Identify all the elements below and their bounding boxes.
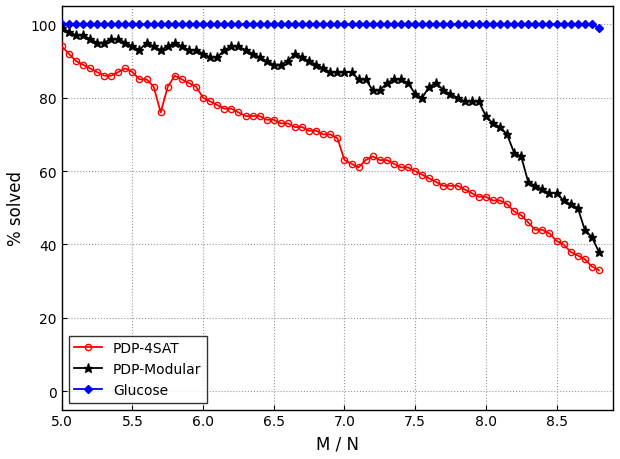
PDP-Modular [58, 26, 66, 32]
X-axis label: M / N: M / N [316, 434, 359, 452]
Glucose [355, 22, 362, 28]
Y-axis label: % solved: % solved [7, 171, 25, 246]
Line: PDP-Modular: PDP-Modular [57, 24, 603, 257]
Glucose [242, 22, 249, 28]
Glucose [58, 22, 66, 28]
Glucose [291, 22, 299, 28]
PDP-Modular [277, 63, 285, 68]
PDP-4SAT [58, 45, 66, 50]
PDP-Modular [242, 48, 249, 54]
PDP-4SAT [277, 121, 285, 127]
PDP-Modular [164, 45, 172, 50]
PDP-4SAT [595, 268, 603, 274]
PDP-Modular [235, 45, 242, 50]
Legend: PDP-4SAT, PDP-Modular, Glucose: PDP-4SAT, PDP-Modular, Glucose [69, 336, 207, 403]
Glucose [277, 22, 285, 28]
Glucose [595, 26, 603, 32]
Glucose [235, 22, 242, 28]
PDP-4SAT [235, 110, 242, 116]
PDP-Modular [355, 78, 362, 83]
PDP-4SAT [355, 165, 362, 171]
PDP-4SAT [242, 114, 249, 119]
Glucose [164, 22, 172, 28]
PDP-Modular [595, 250, 603, 255]
PDP-Modular [291, 52, 299, 57]
Line: Glucose: Glucose [59, 22, 601, 32]
Line: PDP-4SAT: PDP-4SAT [59, 44, 602, 274]
PDP-4SAT [291, 125, 299, 130]
PDP-4SAT [164, 85, 172, 90]
